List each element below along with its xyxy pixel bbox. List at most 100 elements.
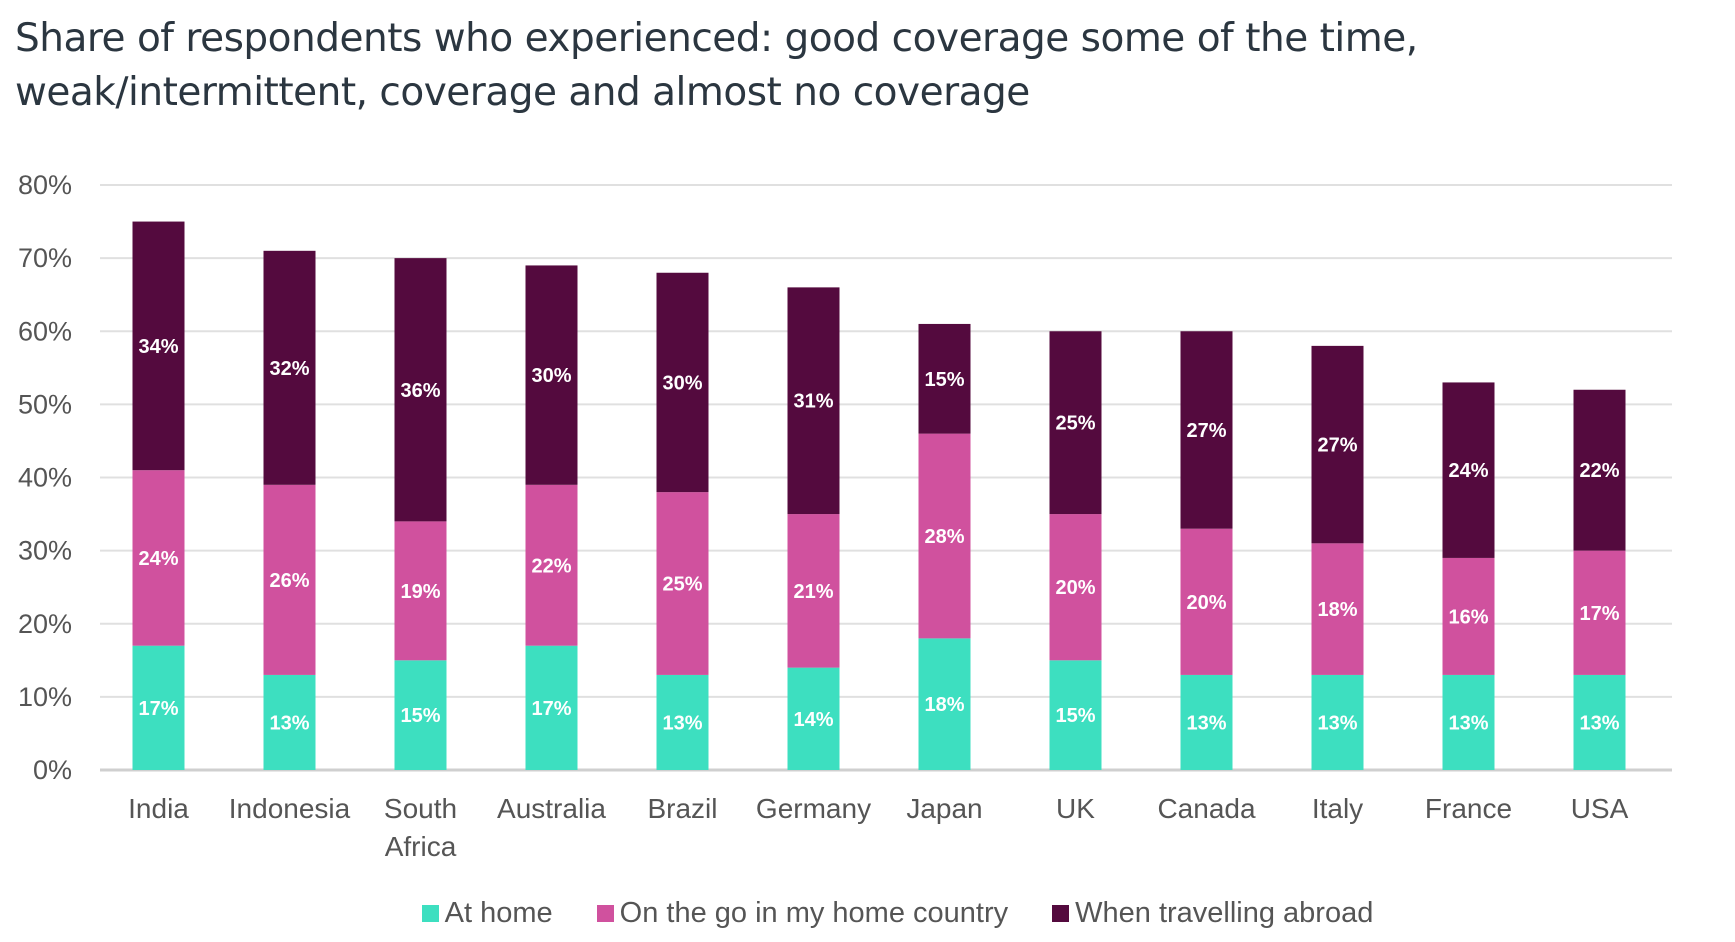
bar-segment: [132, 645, 185, 770]
data-label: 13%: [1448, 712, 1488, 734]
bar-segment: [1180, 674, 1233, 770]
bar-segment: [1573, 550, 1626, 675]
x-tick-label: UK: [1056, 793, 1095, 824]
bar-segment: [656, 492, 709, 675]
data-label: 20%: [1186, 592, 1226, 614]
data-label: 15%: [400, 705, 440, 727]
bar-segment: [525, 645, 578, 770]
data-label: 24%: [1448, 460, 1488, 482]
data-label: 18%: [1317, 599, 1357, 621]
legend-swatch: [596, 905, 614, 922]
x-tick-label: France: [1425, 793, 1512, 824]
bar-segment: [918, 323, 971, 434]
bar-segment: [525, 484, 578, 646]
data-label: 27%: [1186, 420, 1226, 442]
bar-segment: [263, 674, 316, 770]
data-label: 25%: [662, 574, 702, 596]
y-tick-label: 10%: [18, 682, 72, 712]
data-label: 18%: [924, 694, 964, 716]
legend-swatch: [421, 905, 439, 922]
bar-segment: [525, 265, 578, 485]
bar-segment: [1049, 514, 1102, 661]
bar-segment: [1311, 543, 1364, 675]
y-tick-label: 50%: [18, 389, 72, 419]
legend-label: At home: [444, 897, 553, 929]
x-tick-label: India: [128, 793, 189, 824]
bar-segment: [787, 514, 840, 668]
x-tick-label: Indonesia: [229, 793, 351, 824]
y-tick-label: 80%: [18, 170, 72, 200]
legend-label: When travelling abroad: [1075, 897, 1374, 929]
data-label: 27%: [1317, 435, 1357, 457]
bar-segment: [656, 272, 709, 493]
y-tick-label: 60%: [18, 316, 72, 346]
bar-segment: [1442, 674, 1495, 770]
x-tick-label: Australia: [497, 793, 606, 824]
bar-segment: [394, 521, 447, 661]
bar-segment: [787, 667, 840, 770]
bar-segment: [1049, 660, 1102, 770]
data-label: 13%: [1317, 712, 1357, 734]
x-tick-label: Italy: [1312, 793, 1363, 824]
bar-segment: [918, 433, 971, 639]
bar-segment: [918, 638, 971, 770]
data-label: 26%: [269, 570, 309, 592]
data-label: 22%: [1579, 460, 1619, 482]
data-label: 30%: [662, 372, 702, 394]
y-tick-label: 70%: [18, 243, 72, 273]
data-label: 14%: [793, 709, 833, 731]
bar-segment: [132, 221, 185, 471]
legend-swatch: [1052, 905, 1070, 922]
bar-segment: [1442, 382, 1495, 558]
x-tick-label: Japan: [906, 793, 982, 824]
bar-segment: [263, 484, 316, 675]
data-label: 31%: [793, 391, 833, 413]
y-tick-label: 30%: [18, 536, 72, 566]
bar-segment: [1049, 331, 1102, 515]
x-tick-label: Africa: [385, 831, 457, 862]
bar-segment: [1573, 389, 1626, 551]
bar-segment: [1180, 331, 1233, 529]
data-label: 22%: [531, 555, 571, 577]
data-label: 17%: [1579, 603, 1619, 625]
chart-title: Share of respondents who experienced: go…: [15, 16, 1418, 115]
legend-item: At home: [421, 897, 553, 930]
x-tick-label: Canada: [1157, 793, 1256, 824]
bar-segment: [1180, 528, 1233, 675]
data-label: 15%: [924, 369, 964, 391]
data-label: 16%: [1448, 606, 1488, 628]
data-label: 19%: [400, 581, 440, 603]
data-label: 30%: [531, 365, 571, 387]
bar-segment: [132, 470, 185, 646]
x-tick-label: Brazil: [647, 793, 717, 824]
data-label: 34%: [138, 336, 178, 358]
data-label: 20%: [1055, 577, 1095, 599]
legend-item: When travelling abroad: [1052, 897, 1373, 930]
bar-segment: [1311, 345, 1364, 544]
data-label: 17%: [138, 698, 178, 720]
data-label: 32%: [269, 358, 309, 380]
bar-segment: [656, 674, 709, 770]
y-tick-label: 40%: [18, 463, 72, 493]
legend-item: On the go in my home country: [596, 897, 1008, 930]
bar-segment: [394, 660, 447, 770]
data-label: 28%: [924, 526, 964, 548]
data-label: 36%: [400, 380, 440, 402]
data-label: 24%: [138, 548, 178, 570]
bar-segment: [787, 287, 840, 515]
data-label: 13%: [269, 712, 309, 734]
data-label: 21%: [793, 581, 833, 603]
bar-segment: [1573, 674, 1626, 770]
bar-segment: [263, 250, 316, 485]
bar-segment: [394, 258, 447, 522]
x-tick-label: South: [384, 793, 457, 824]
data-label: 15%: [1055, 705, 1095, 727]
legend: At home On the go in my home country When …: [0, 897, 1735, 930]
y-tick-label: 0%: [33, 755, 72, 785]
y-tick-label: 20%: [18, 609, 72, 639]
data-label: 13%: [662, 712, 702, 734]
bar-segment: [1442, 557, 1495, 675]
data-label: 25%: [1055, 413, 1095, 435]
x-tick-label: Germany: [756, 793, 871, 824]
